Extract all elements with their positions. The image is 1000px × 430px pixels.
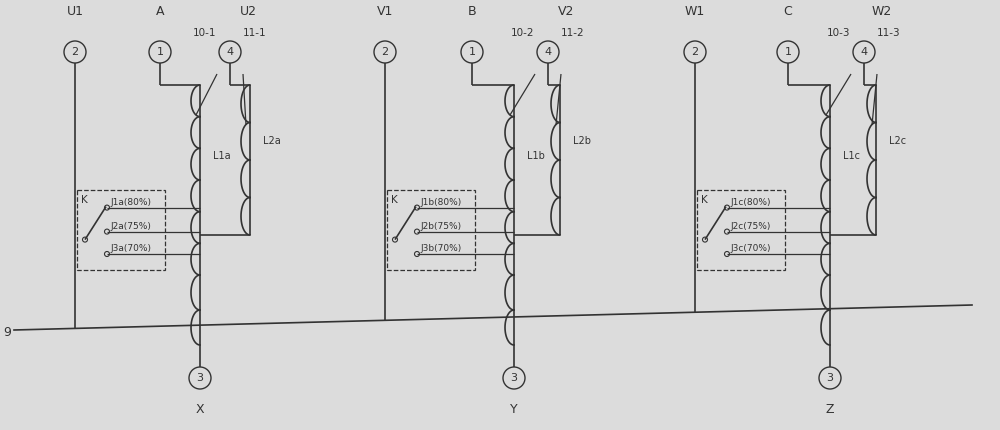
Text: J1b(80%): J1b(80%) [420, 198, 461, 206]
Text: 1: 1 [156, 47, 164, 57]
Text: U1: U1 [66, 5, 84, 18]
Text: L1b: L1b [527, 151, 545, 161]
Text: V2: V2 [558, 5, 574, 18]
Text: J3b(70%): J3b(70%) [420, 244, 461, 253]
Text: K: K [81, 195, 88, 205]
Text: 2: 2 [691, 47, 699, 57]
Text: W1: W1 [685, 5, 705, 18]
Text: 4: 4 [226, 47, 234, 57]
Text: 4: 4 [544, 47, 552, 57]
Text: 2: 2 [71, 47, 79, 57]
Text: J2b(75%): J2b(75%) [420, 221, 461, 230]
Text: 3: 3 [511, 373, 518, 383]
Text: C: C [784, 5, 792, 18]
Text: 9: 9 [3, 326, 11, 338]
Text: 1: 1 [784, 47, 792, 57]
Text: W2: W2 [872, 5, 892, 18]
Text: L1c: L1c [843, 151, 860, 161]
Text: Y: Y [510, 403, 518, 416]
Text: K: K [701, 195, 708, 205]
Text: 2: 2 [381, 47, 389, 57]
Text: 10-3: 10-3 [826, 28, 850, 38]
Text: J2a(75%): J2a(75%) [110, 221, 151, 230]
Text: 11-3: 11-3 [877, 28, 901, 38]
Text: 11-2: 11-2 [561, 28, 585, 38]
Text: B: B [468, 5, 476, 18]
Text: 1: 1 [468, 47, 476, 57]
Text: L2c: L2c [889, 136, 906, 146]
Text: A: A [156, 5, 164, 18]
Text: L2a: L2a [263, 136, 281, 146]
Text: 10-2: 10-2 [511, 28, 534, 38]
Text: J2c(75%): J2c(75%) [730, 221, 770, 230]
Text: 10-1: 10-1 [192, 28, 216, 38]
Text: K: K [391, 195, 398, 205]
Text: J3a(70%): J3a(70%) [110, 244, 151, 253]
Text: 4: 4 [860, 47, 868, 57]
Text: 3: 3 [826, 373, 834, 383]
Text: J1a(80%): J1a(80%) [110, 198, 151, 206]
Text: X: X [196, 403, 204, 416]
Text: 3: 3 [196, 373, 204, 383]
Text: L1a: L1a [213, 151, 231, 161]
Text: U2: U2 [240, 5, 256, 18]
Text: J1c(80%): J1c(80%) [730, 198, 770, 206]
Text: Z: Z [826, 403, 834, 416]
Text: J3c(70%): J3c(70%) [730, 244, 770, 253]
Text: 11-1: 11-1 [243, 28, 267, 38]
Text: L2b: L2b [573, 136, 591, 146]
Text: V1: V1 [377, 5, 393, 18]
